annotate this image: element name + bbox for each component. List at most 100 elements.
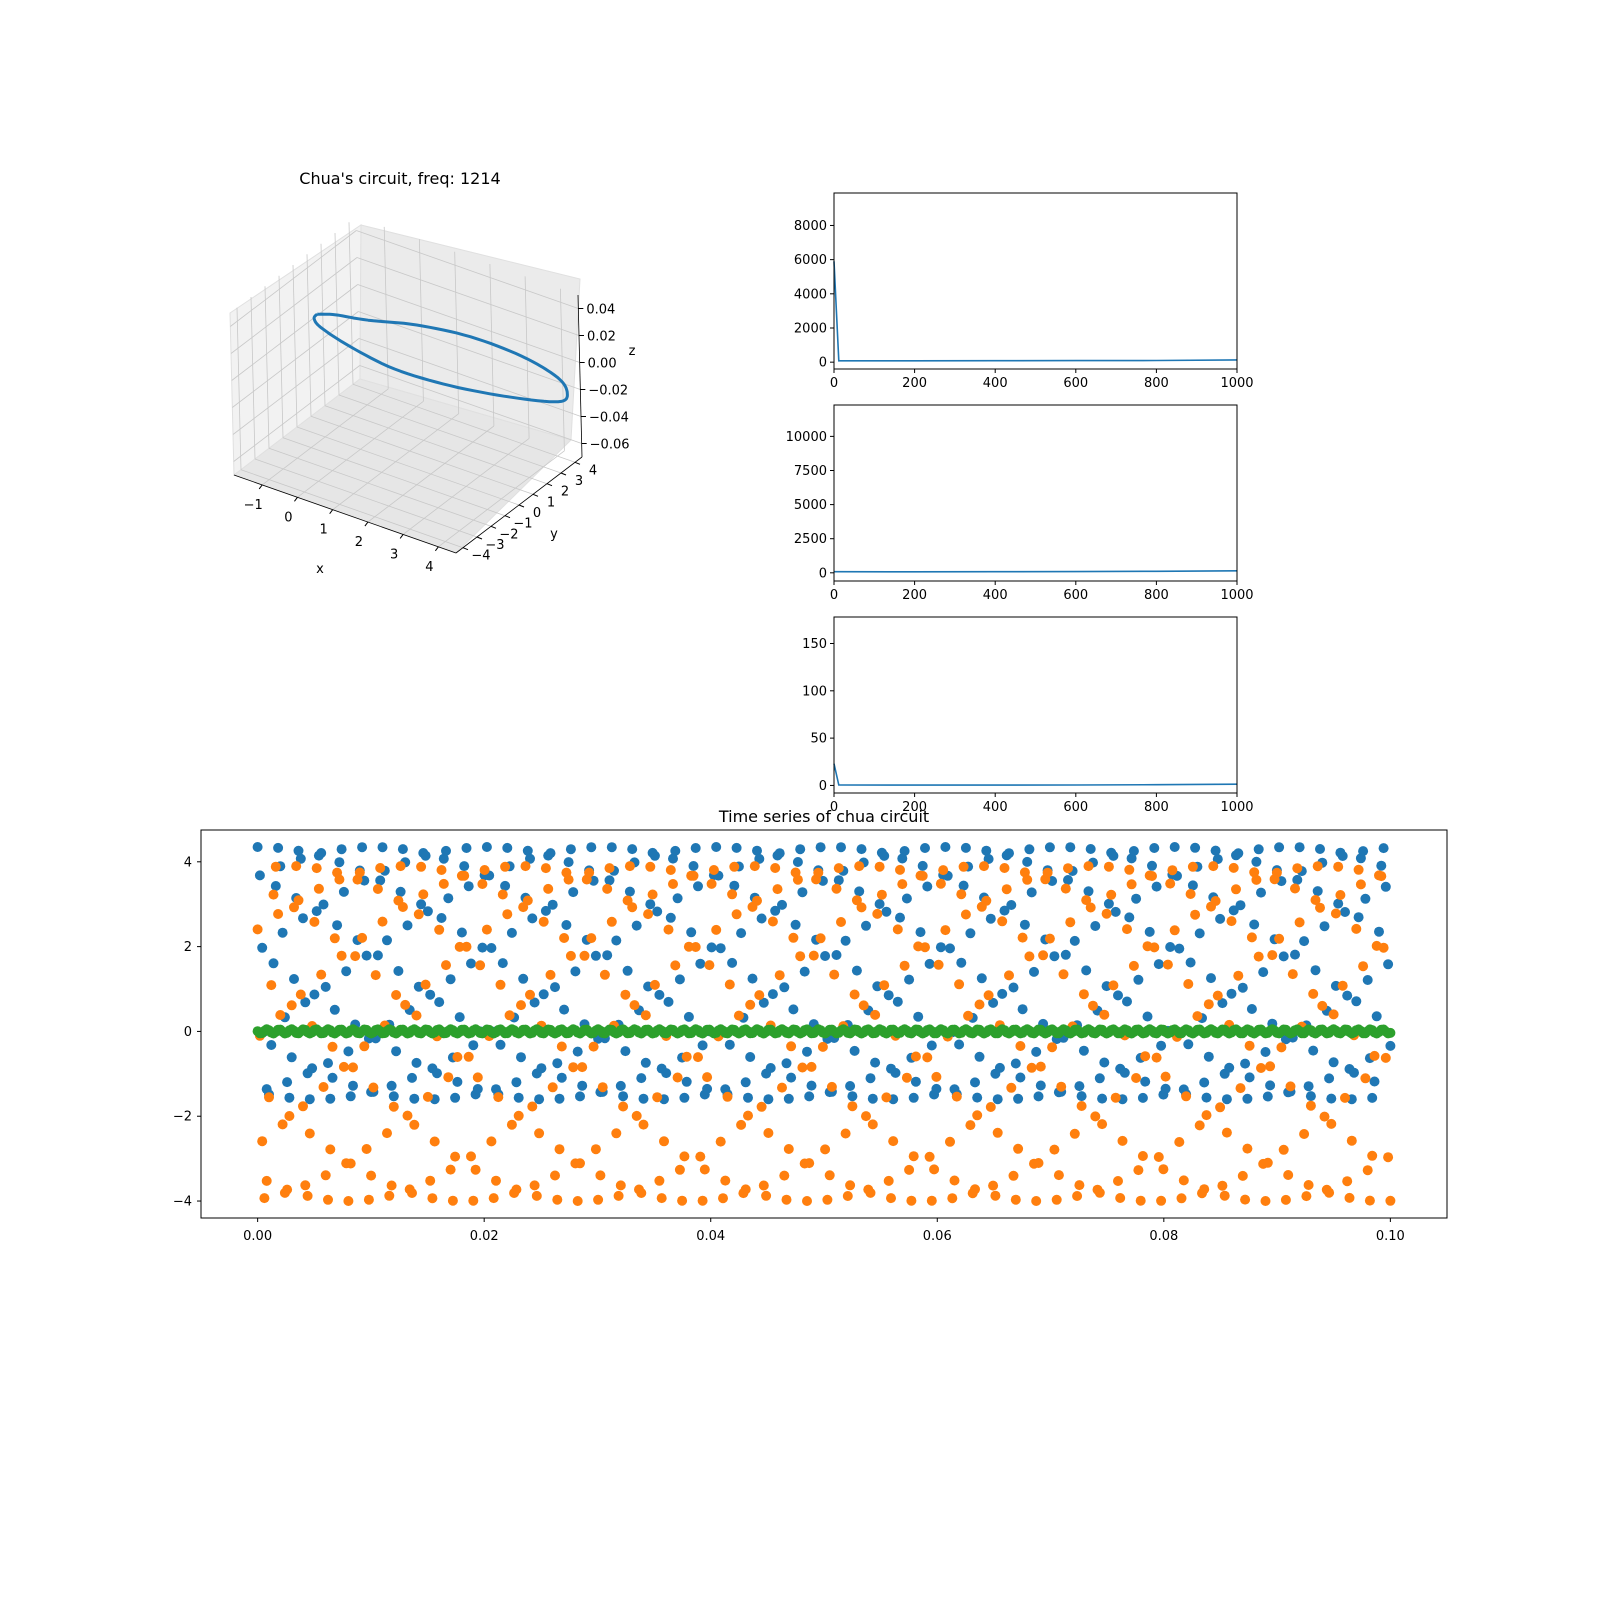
scatter-point [1049,1144,1060,1155]
scatter-point [615,1180,626,1191]
plot-frame [833,192,1238,370]
y-tick-label: 10000 [786,430,827,445]
scatter-point [899,960,910,971]
scatter-point [1117,1135,1128,1146]
scatter-point [1097,1119,1108,1130]
time-series-title: Time series of chua circuit [718,807,929,826]
x-tick-label: 0 [830,376,838,391]
scatter-point [309,989,320,1000]
x-tick-label: 800 [1144,588,1169,603]
scatter-point [1185,957,1196,968]
scatter-point [525,853,535,864]
scatter-point [443,893,454,904]
scatter-point [1165,878,1176,889]
scatter-point [892,996,903,1007]
scatter-point [743,1110,753,1121]
scatter-point [459,861,470,872]
scatter-point [1324,1187,1335,1198]
scatter-point [1153,1152,1164,1162]
x-tick-label: 1000 [1220,800,1253,815]
scatter-point [1085,902,1096,913]
spectrum-plot-3: 0 200 400 600 800 1000 0 50 100 150 [802,616,1254,815]
grid-line [306,254,312,417]
scatter-point [284,1111,295,1121]
scatter-point [1317,1000,1328,1011]
scatter-point [298,913,308,924]
scatter-point [402,1110,413,1121]
scatter-point [611,935,622,946]
scatter-point [1378,843,1389,854]
scatter-point [602,950,613,961]
scatter-point [368,1082,379,1093]
scatter-point [910,1051,921,1062]
scatter-point [307,1063,318,1074]
scatter-point [1294,917,1305,928]
scatter-point [799,966,810,977]
scatter-point [1090,1111,1101,1122]
scatter-point [466,1151,476,1162]
scatter-point [529,997,540,1008]
scatter-point [1328,1057,1339,1068]
scatter-point [1235,1083,1246,1094]
scatter-point [1215,1102,1226,1113]
scatter-point [477,879,488,889]
scatter-point [767,989,778,1000]
scatter-point [786,1041,797,1052]
scatter-point [252,924,263,935]
scatter-point [618,1101,629,1112]
scatter-point [463,881,474,892]
scatter-point [593,1194,604,1205]
scatter-point [1303,1081,1314,1092]
scatter-point [357,932,368,943]
scatter-point [901,893,912,904]
scatter-point [436,913,447,923]
scatter-point [763,1128,774,1138]
scatter-point [933,959,944,970]
scatter-point [375,875,386,886]
scatter-point [590,1144,601,1155]
y-tick-label: 4 [184,855,192,870]
y-tick-label: −1 [513,517,532,532]
scatter-point [604,863,615,874]
scatter-point [767,916,778,927]
scatter-point [468,1040,479,1051]
grid-line [383,226,389,389]
scatter-point [665,912,676,923]
scatter-point [654,989,665,1000]
scatter-point [1351,996,1362,1007]
scatter-point [463,1051,474,1062]
scatter-point [552,1194,563,1205]
x-tick-label: 0.08 [1149,1229,1178,1244]
scatter-point [436,865,447,875]
scatter-point [679,1092,690,1103]
z-axis-label: z [629,344,636,359]
scatter-point [1124,912,1135,923]
scatter-point [1085,844,1096,854]
scatter-point [316,969,327,980]
scatter-point [861,1111,871,1122]
scatter-point [1063,863,1073,874]
scatter-point [1165,942,1176,952]
scatter-point [1228,862,1239,873]
scatter-point [1235,900,1246,911]
grid-line [292,264,298,428]
scatter-point [1160,1071,1171,1082]
x-tick-mark [434,546,439,552]
scatter-point [1358,961,1369,972]
scatter-point [477,942,488,953]
scatter-point [300,997,311,1008]
scatter-point [577,1062,588,1073]
series-line [833,570,1238,573]
scatter-point [724,1039,735,1050]
scatter-point [1110,1092,1121,1103]
scatter-point [672,893,683,904]
scatter-point [935,942,946,953]
scatter-point [897,879,908,890]
scatter-point [808,950,819,961]
scatter-point [1310,895,1321,905]
scatter-point [1303,1180,1314,1190]
scatter-point [1065,917,1076,928]
scatter-point [1074,1081,1085,1092]
x-axis-line [233,474,457,554]
x-tick-label: 800 [1144,800,1169,815]
